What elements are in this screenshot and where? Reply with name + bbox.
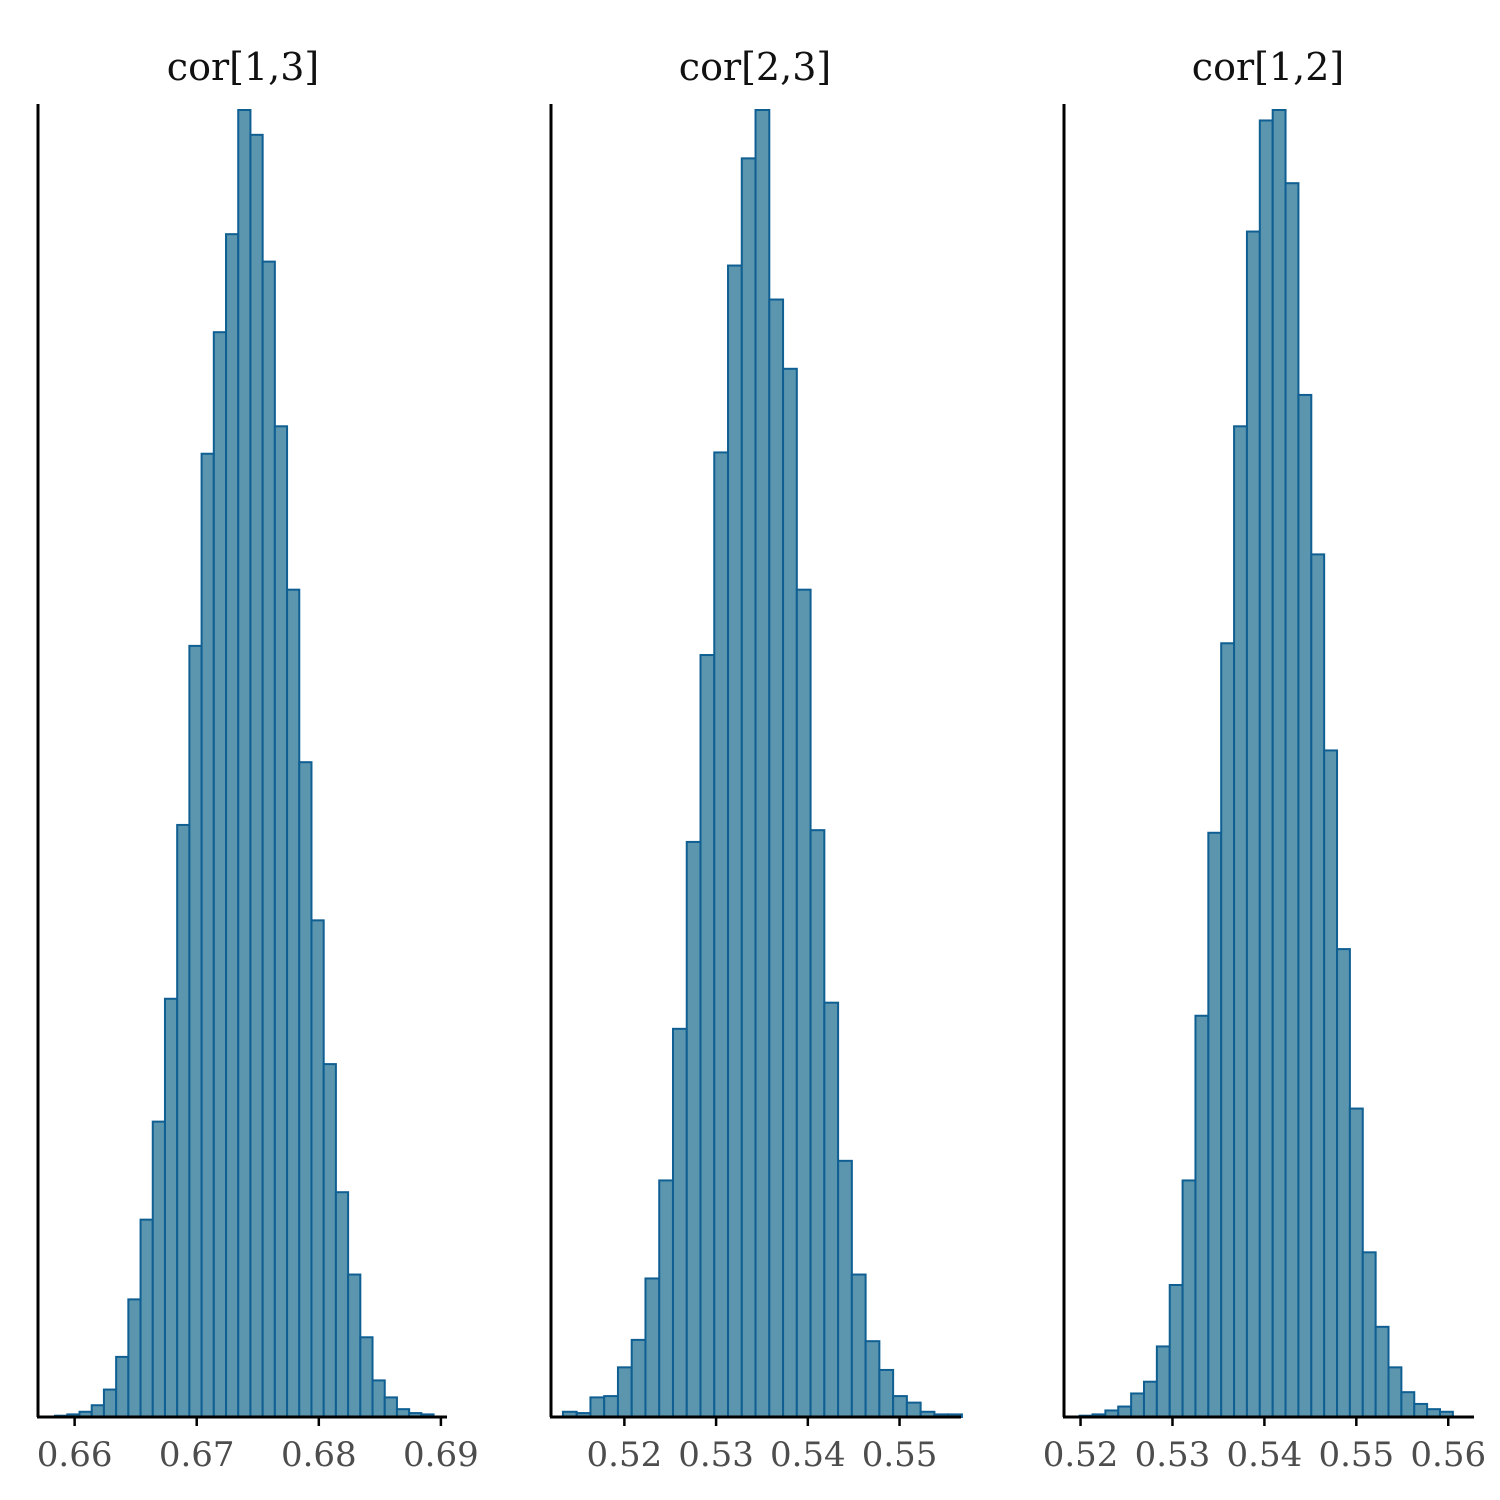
- x-tick-label: 0.66: [37, 1435, 113, 1475]
- histogram-bar: [644, 1277, 661, 1418]
- x-tick-label: 0.52: [1043, 1435, 1119, 1475]
- x-tick-label: 0.69: [403, 1435, 479, 1475]
- x-tick-label: 0.67: [159, 1435, 235, 1475]
- histogram-bar: [850, 1273, 867, 1419]
- panel-title-cor-1-2: cor[1,2]: [1192, 45, 1344, 89]
- histogram-bar: [878, 1368, 895, 1418]
- x-tick-label: 0.54: [770, 1435, 846, 1475]
- histogram-bar: [685, 840, 702, 1418]
- histogram-bar: [768, 298, 785, 1418]
- x-ticks-cor-2-3: 0.52 0.53 0.54 0.55: [587, 1417, 938, 1475]
- histogram-bar: [892, 1395, 908, 1418]
- histogram-bar: [1400, 1391, 1416, 1419]
- x-tick-label: 0.56: [1410, 1435, 1486, 1475]
- histogram-bar: [261, 260, 276, 1418]
- histogram-bar: [102, 1388, 118, 1419]
- histogram-bar: [727, 264, 743, 1418]
- histogram-bar: [225, 233, 240, 1418]
- histogram-bar: [1271, 109, 1287, 1418]
- histogram-bar: [1258, 119, 1274, 1419]
- histogram-bar: [1155, 1345, 1171, 1419]
- histogram-bar: [1233, 425, 1248, 1419]
- histogram-bar: [1361, 1251, 1377, 1418]
- histogram-bar: [1310, 553, 1326, 1418]
- histogram-bar: [371, 1379, 386, 1419]
- histogram-bar: [1194, 1014, 1210, 1418]
- panel-cor-2-3: cor[2,3] 0.52 0.53 0.54 0.55: [549, 45, 963, 1475]
- histogram-bar: [200, 452, 215, 1418]
- histogram-bar: [837, 1159, 853, 1418]
- histogram-bars-cor-2-3: [561, 109, 963, 1419]
- histogram-bar: [249, 133, 264, 1419]
- histogram-bar: [1207, 831, 1223, 1418]
- histogram-bar: [127, 1298, 142, 1418]
- histogram-bar: [1284, 182, 1300, 1419]
- panel-title-cor-2-3: cor[2,3]: [679, 45, 831, 89]
- histogram-bar: [1168, 1283, 1184, 1418]
- histogram-bar: [782, 367, 798, 1418]
- histogram-bar: [176, 823, 191, 1418]
- x-ticks-cor-1-3: 0.66 0.67 0.68 0.69: [37, 1417, 479, 1475]
- histogram-bar: [1181, 1179, 1197, 1419]
- histogram-bar: [671, 1027, 688, 1418]
- histogram-bar: [1297, 393, 1313, 1418]
- histogram-bar: [90, 1404, 105, 1418]
- histogram-bar: [1348, 1107, 1364, 1419]
- histogram-bar: [658, 1179, 674, 1419]
- histogram-bar: [1130, 1392, 1145, 1418]
- histogram-bar: [212, 331, 228, 1419]
- histogram-bar: [151, 1120, 166, 1418]
- histogram-bar: [322, 1063, 337, 1418]
- histogram-bars-cor-1-2: [1078, 109, 1454, 1419]
- histogram-bar: [823, 1001, 840, 1418]
- histogram-bar: [795, 588, 812, 1418]
- histogram-bar: [139, 1218, 154, 1419]
- histogram-bar: [188, 644, 203, 1418]
- histogram-bar: [616, 1366, 633, 1418]
- x-tick-label: 0.52: [587, 1435, 663, 1475]
- histogram-bar: [905, 1401, 922, 1418]
- histogram-bar: [699, 654, 716, 1418]
- histogram-bars-cor-1-3: [54, 109, 435, 1419]
- histogram-bar: [237, 109, 252, 1418]
- histogram-bar: [589, 1396, 606, 1419]
- histogram-bar: [740, 157, 757, 1419]
- histogram-bar: [1387, 1366, 1403, 1418]
- histogram-bar: [754, 109, 771, 1418]
- x-tick-label: 0.55: [862, 1435, 938, 1475]
- x-tick-label: 0.53: [1135, 1435, 1211, 1475]
- histogram-bar: [273, 425, 289, 1419]
- histogram-bar: [603, 1395, 619, 1418]
- histogram-bar: [1413, 1402, 1429, 1419]
- histogram-bar: [1245, 230, 1261, 1418]
- histogram-bar: [864, 1340, 881, 1418]
- histogram-bar: [1117, 1405, 1133, 1419]
- histogram-bar: [163, 997, 179, 1418]
- histogram-bar: [310, 919, 325, 1419]
- x-tick-label: 0.55: [1318, 1435, 1394, 1475]
- panel-cor-1-2: cor[1,2] 0.52 0.53 0.54 0.55 0.56: [1043, 45, 1486, 1475]
- histogram-bar: [809, 829, 826, 1418]
- histogram-bar: [334, 1191, 350, 1418]
- histogram-bar: [347, 1273, 362, 1419]
- histogram-bar: [1336, 948, 1351, 1419]
- x-tick-label: 0.54: [1227, 1435, 1303, 1475]
- histogram-bar: [115, 1355, 130, 1419]
- histogram-bar: [1220, 642, 1236, 1418]
- histogram-bar: [1142, 1380, 1158, 1418]
- histogram-bar: [383, 1396, 398, 1419]
- histogram-bar: [1323, 749, 1339, 1418]
- x-ticks-cor-1-2: 0.52 0.53 0.54 0.55 0.56: [1043, 1417, 1486, 1475]
- histogram-bar: [713, 451, 730, 1418]
- x-tick-label: 0.53: [678, 1435, 754, 1475]
- histogram-bar: [630, 1338, 647, 1419]
- histogram-bar: [359, 1336, 374, 1419]
- histogram-bar: [1374, 1325, 1390, 1418]
- x-tick-label: 0.68: [281, 1435, 357, 1475]
- histogram-bar: [298, 761, 313, 1418]
- histogram-bar: [286, 588, 301, 1418]
- panel-cor-1-3: cor[1,3] 0.66 0.67 0.68 0.69: [36, 45, 479, 1475]
- panel-title-cor-1-3: cor[1,3]: [167, 45, 319, 89]
